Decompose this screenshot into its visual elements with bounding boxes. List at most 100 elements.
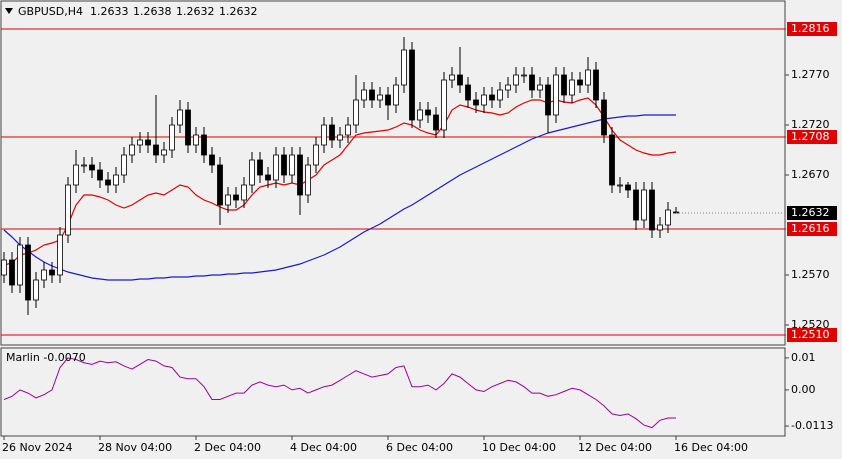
candle-body bbox=[537, 84, 543, 91]
candle-body bbox=[225, 194, 231, 206]
candle-body bbox=[169, 124, 175, 151]
candle-body bbox=[641, 189, 647, 221]
candle-body bbox=[313, 144, 319, 166]
candle-body bbox=[625, 184, 631, 191]
level-box bbox=[787, 22, 837, 36]
candle-body bbox=[609, 134, 615, 186]
last-price-label: 1.2632 bbox=[791, 206, 830, 219]
candle-body bbox=[449, 74, 455, 81]
x-tick-label: 6 Dec 04:00 bbox=[386, 441, 453, 454]
level-label: 1.2616 bbox=[791, 222, 830, 235]
x-tick-label: 2 Dec 04:00 bbox=[194, 441, 261, 454]
candle-body bbox=[337, 134, 343, 141]
candle-body bbox=[9, 259, 15, 286]
candle-body bbox=[1, 259, 7, 276]
candle-body bbox=[409, 49, 415, 121]
candle-body bbox=[481, 94, 487, 106]
candle-body bbox=[193, 134, 199, 146]
candle-body bbox=[217, 164, 223, 206]
level-box bbox=[787, 130, 837, 144]
candle-body bbox=[457, 74, 463, 86]
ohlc-close: 1.2632 bbox=[219, 5, 258, 18]
candle-body bbox=[561, 74, 567, 96]
candle-body bbox=[25, 244, 31, 301]
x-tick-label: 12 Dec 04:00 bbox=[578, 441, 652, 454]
candle-body bbox=[513, 74, 519, 86]
chart-title: GBPUSD,H4 bbox=[18, 5, 83, 18]
candle-body bbox=[289, 154, 295, 176]
level-label: 1.2510 bbox=[791, 328, 830, 341]
candle-body bbox=[585, 69, 591, 86]
candle-body bbox=[353, 99, 359, 126]
candle-body bbox=[145, 139, 151, 146]
candle-body bbox=[41, 269, 47, 281]
candle-body bbox=[321, 124, 327, 146]
candle-body bbox=[657, 224, 663, 231]
candle-body bbox=[473, 99, 479, 106]
candle-body bbox=[137, 139, 143, 146]
x-tick-label: 26 Nov 2024 bbox=[2, 441, 72, 454]
candle-body bbox=[153, 144, 159, 156]
candle-body bbox=[257, 159, 263, 176]
level-box bbox=[787, 222, 837, 236]
candle-body bbox=[465, 84, 471, 101]
candle-body bbox=[385, 94, 391, 106]
menu-triangle bbox=[5, 8, 13, 14]
candle-body bbox=[113, 174, 119, 186]
candle-body bbox=[425, 109, 431, 116]
main-panel bbox=[0, 0, 786, 346]
candle-body bbox=[369, 89, 375, 101]
candle-body bbox=[433, 114, 439, 131]
candle-body bbox=[273, 154, 279, 181]
candle-body bbox=[201, 134, 207, 156]
last-price-box bbox=[787, 206, 837, 220]
candle-body bbox=[569, 79, 575, 96]
candle-body bbox=[345, 124, 351, 136]
candle-body bbox=[497, 89, 503, 101]
indicator-title: Marlin -0.0070 bbox=[6, 351, 86, 364]
candle-body bbox=[241, 184, 247, 201]
moving-average bbox=[3, 114, 676, 281]
candle-body bbox=[593, 69, 599, 101]
y-tick-label: 1.2770 bbox=[791, 68, 830, 81]
candle-body bbox=[393, 84, 399, 106]
candle-body bbox=[121, 154, 127, 176]
y-tick-label: 1.2670 bbox=[791, 168, 830, 181]
candle-body bbox=[329, 124, 335, 141]
candle-body bbox=[89, 164, 95, 171]
candle-body bbox=[305, 164, 311, 196]
y-tick-label: 0.01 bbox=[791, 351, 816, 364]
candle-body bbox=[129, 144, 135, 156]
candle-body bbox=[81, 164, 87, 167]
candle-body bbox=[185, 109, 191, 146]
candle-body bbox=[105, 179, 111, 186]
candle-body bbox=[521, 74, 527, 77]
candle-body bbox=[665, 209, 671, 226]
candle-body bbox=[617, 184, 623, 187]
level-label: 1.2708 bbox=[791, 130, 830, 143]
candle-body bbox=[177, 109, 183, 126]
y-tick-label: 1.2520 bbox=[791, 318, 830, 331]
candle-body bbox=[489, 94, 495, 101]
candle-body bbox=[161, 149, 167, 156]
candle-body bbox=[33, 279, 39, 301]
y-tick-label: 0.00 bbox=[791, 383, 816, 396]
x-tick-label: 16 Dec 04:00 bbox=[674, 441, 748, 454]
candle-body bbox=[553, 74, 559, 116]
y-tick-label: -0.0113 bbox=[791, 419, 833, 432]
candle-body bbox=[441, 79, 447, 131]
level-box bbox=[787, 328, 837, 342]
candle-body bbox=[249, 159, 255, 186]
candle-body bbox=[297, 154, 303, 196]
candle-body bbox=[529, 74, 535, 91]
candle-body bbox=[577, 79, 583, 86]
candle-body bbox=[73, 164, 79, 186]
candle-body bbox=[545, 84, 551, 116]
candle-body bbox=[265, 174, 271, 181]
candle-body bbox=[209, 154, 215, 166]
y-tick-label: 1.2570 bbox=[791, 268, 830, 281]
candle-body bbox=[649, 189, 655, 231]
candle-body bbox=[17, 244, 23, 286]
ohlc-low: 1.2632 bbox=[176, 5, 215, 18]
